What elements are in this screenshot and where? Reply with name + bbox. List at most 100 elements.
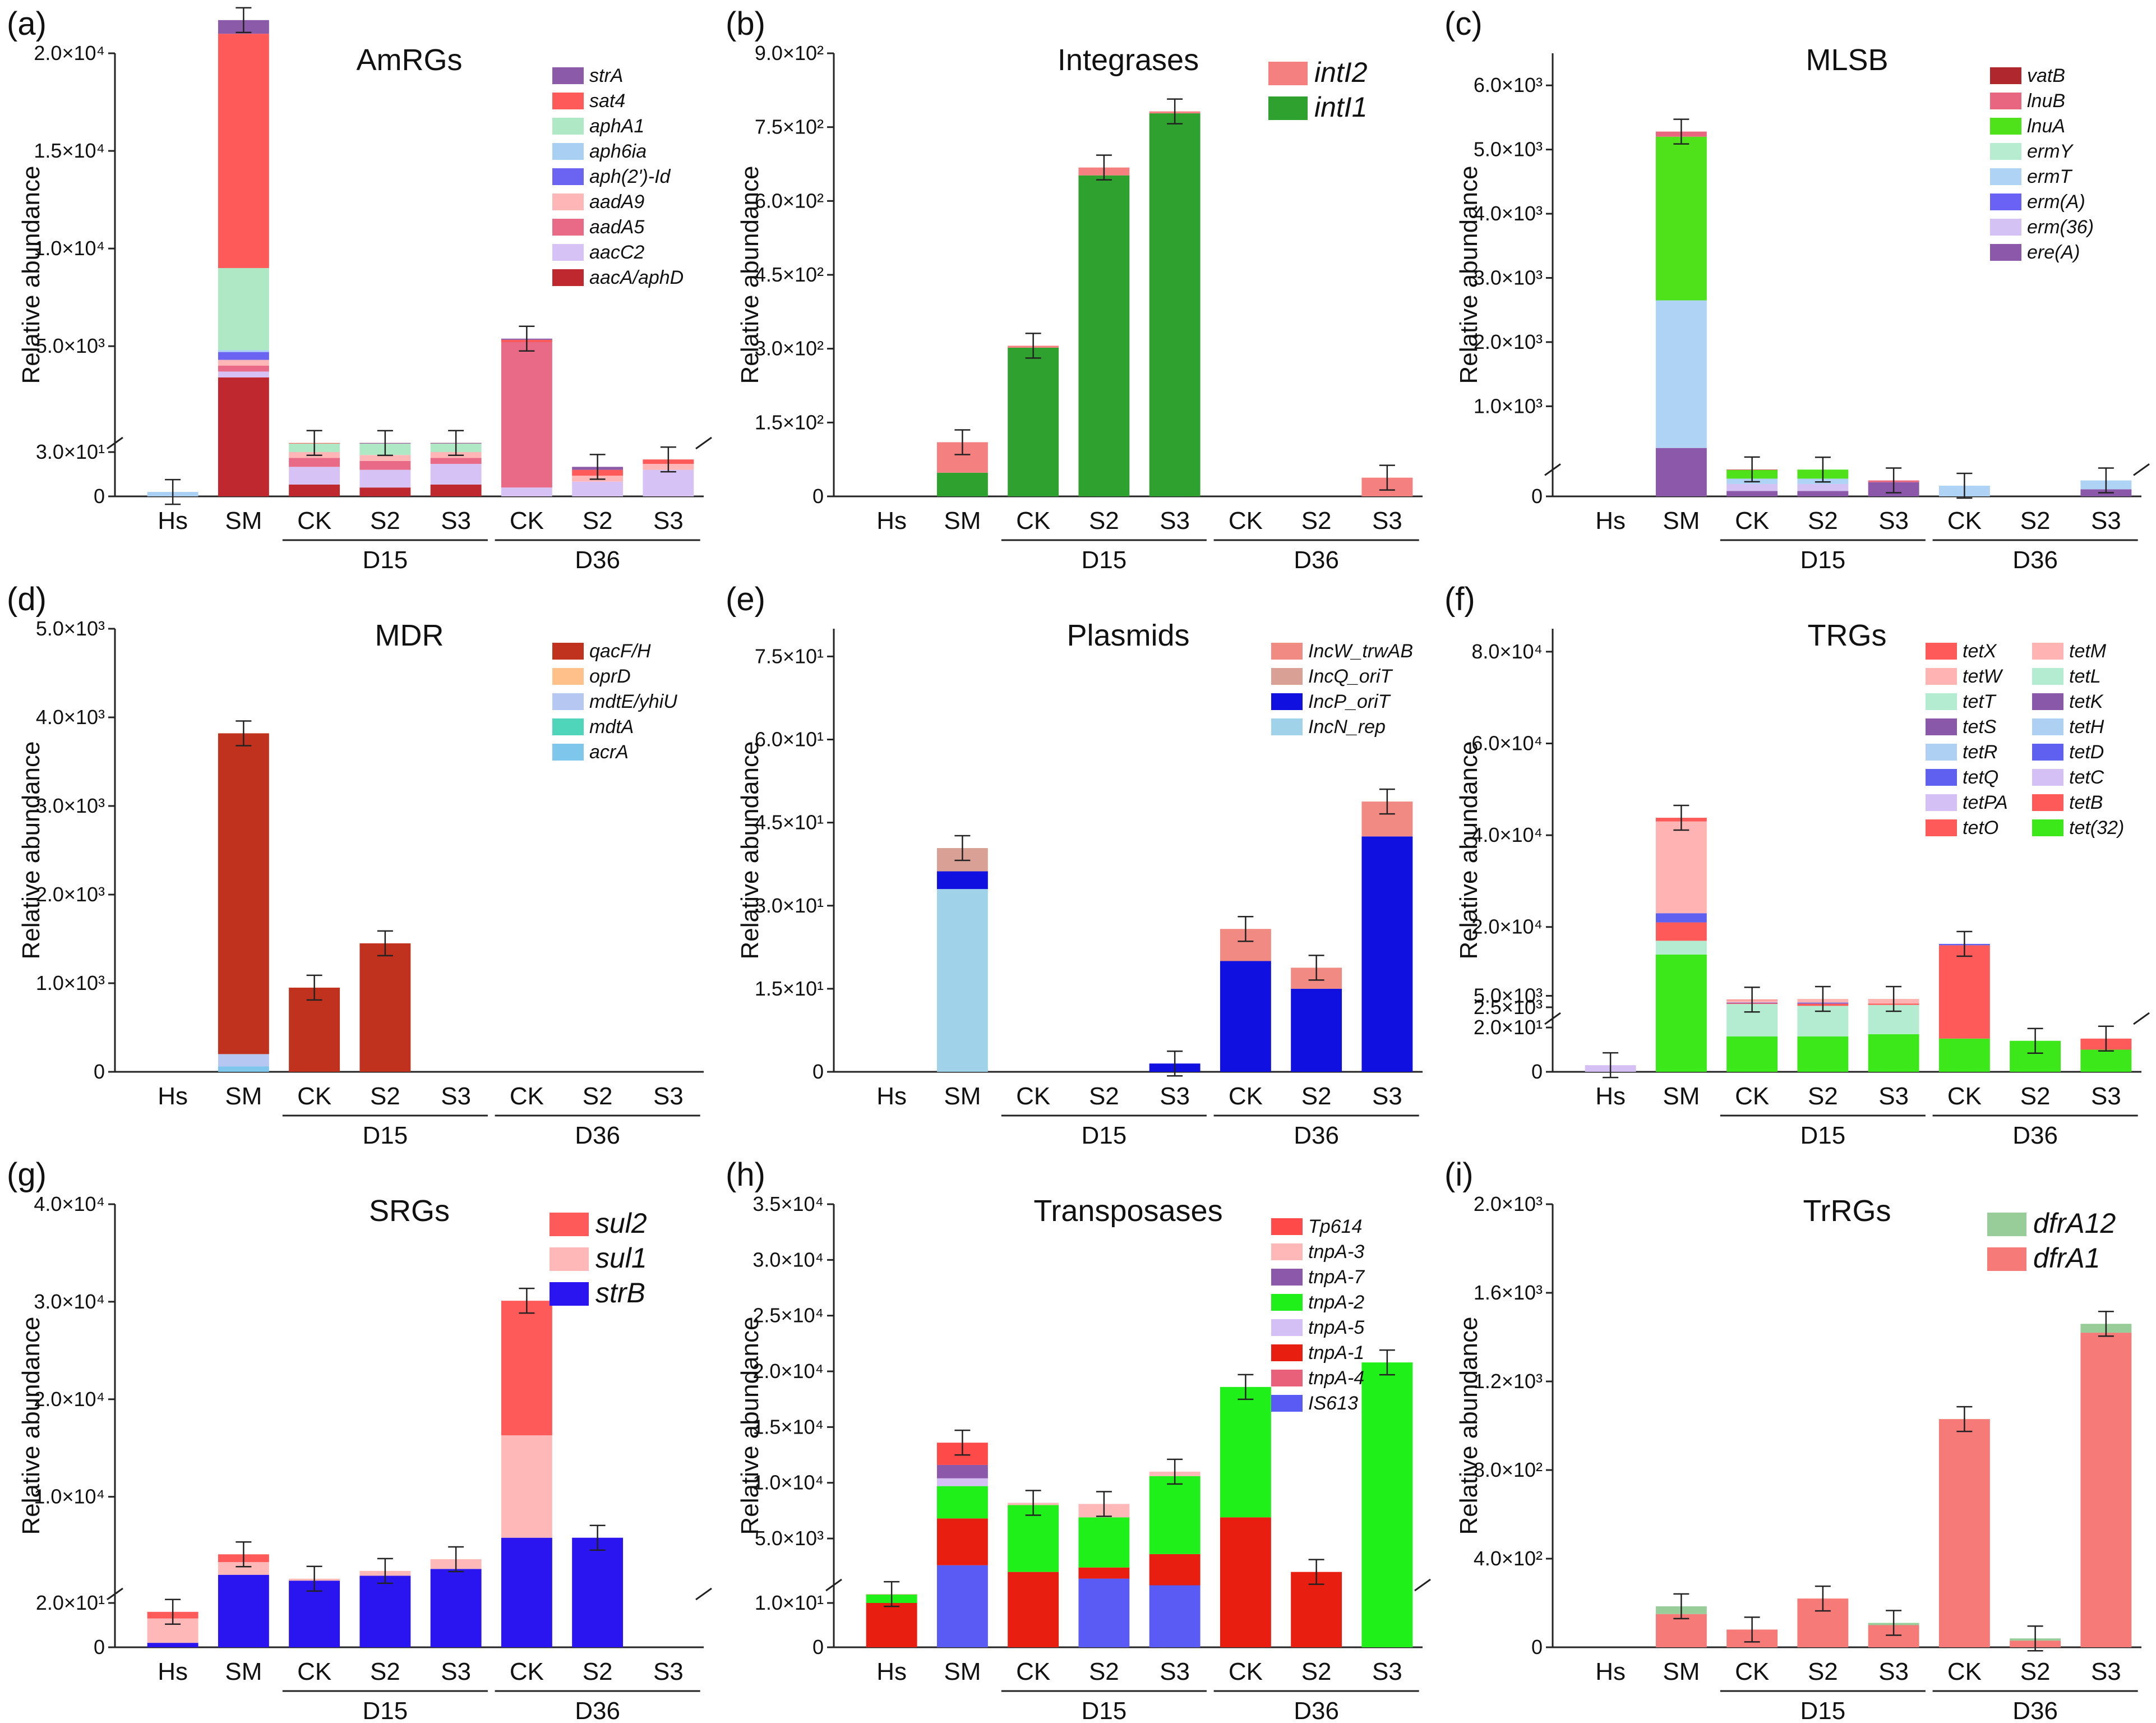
legend-label: tnpA-7 (1308, 1266, 1365, 1288)
bar-strb (572, 1537, 624, 1647)
y-tick-label: 4.0×10³ (1474, 202, 1543, 225)
bar-dfra1 (1938, 1419, 1990, 1647)
bar-strb (289, 1581, 340, 1647)
x-tick-label: CK (1016, 1082, 1050, 1110)
bar-ere-a- (1797, 491, 1849, 496)
legend-swatch (1926, 693, 1957, 710)
x-tick-label: Hs (876, 1658, 907, 1685)
bar-ermt (1655, 300, 1707, 448)
legend-label: IncP_oriT (1308, 691, 1391, 712)
chart-title: SRGs (369, 1194, 450, 1228)
legend-swatch (1271, 718, 1303, 735)
x-tick-label: Hs (1595, 507, 1626, 535)
bar-tnpa-2 (1220, 1386, 1271, 1518)
x-tick-label: S3 (2091, 1082, 2121, 1110)
bar-sat4 (218, 34, 269, 268)
x-tick-label: CK (297, 507, 331, 535)
legend-swatch (550, 1247, 589, 1271)
legend-swatch (1926, 744, 1957, 761)
y-tick-label: 0 (812, 485, 824, 508)
group-label: D36 (575, 1697, 620, 1723)
x-tick-label: S3 (1878, 1082, 1909, 1110)
x-tick-label: S3 (1160, 1658, 1190, 1685)
legend-swatch (1268, 62, 1308, 85)
y-tick-label: 2.0×10¹ (1474, 1016, 1543, 1039)
bar-aacc2 (289, 467, 340, 485)
legend-swatch (2032, 643, 2063, 660)
group-label: D15 (1082, 546, 1127, 574)
x-tick-label: Hs (876, 507, 907, 535)
x-tick-label: CK (510, 1658, 544, 1685)
bar-dfra1 (1655, 1614, 1707, 1647)
legend-swatch (1990, 219, 2021, 236)
x-tick-label: CK (1735, 1082, 1769, 1110)
y-tick-label: 6.0×10³ (1474, 73, 1543, 96)
legend-swatch (552, 693, 584, 710)
legend-swatch (1990, 244, 2021, 261)
legend-label: IncW_trwAB (1308, 641, 1413, 662)
y-tick-label: 2.5×10³ (1474, 996, 1543, 1019)
x-tick-label: S3 (1160, 507, 1190, 535)
legend-swatch (1271, 1319, 1303, 1336)
x-tick-label: S2 (583, 1658, 613, 1685)
bar-aacc2 (572, 481, 624, 496)
panel-label: (c) (1444, 6, 1483, 42)
x-tick-label: S2 (583, 1082, 613, 1110)
x-tick-label: S2 (370, 1658, 400, 1685)
bar-mdte-yhiu (218, 1054, 269, 1067)
bar-incp-orit (1291, 988, 1342, 1072)
x-tick-label: CK (1947, 507, 1982, 535)
y-tick-label: 3.0×10³ (1474, 266, 1543, 289)
bar-tet-32- (1655, 954, 1707, 1072)
group-label: D36 (1294, 1697, 1339, 1723)
y-tick-label: 8.0×10² (1474, 1458, 1543, 1481)
chart-panel-plasmids: (e) Plasmids 0 1.5×10¹ 3.0×10¹ 4.5×10¹ 6.0×10¹… (726, 581, 1423, 1149)
bar-aaca-aphd (289, 484, 340, 496)
x-tick-label: CK (297, 1082, 331, 1110)
bar-sul1 (501, 1435, 552, 1538)
bar-tetw (1655, 821, 1707, 914)
x-tick-label: S2 (1808, 1658, 1838, 1685)
x-tick-label: S2 (2020, 1658, 2051, 1685)
legend-label: IncN_rep (1308, 716, 1386, 738)
bar-aacc2 (501, 487, 552, 496)
x-tick-label: S3 (1160, 1082, 1190, 1110)
bar-qacf-h (359, 943, 411, 1072)
y-tick-label: 0 (94, 1060, 105, 1083)
group-label: D15 (363, 546, 408, 574)
bar-incp-orit (1220, 961, 1271, 1072)
y-tick-label: 1.5×10² (755, 411, 824, 434)
bar-tnpa-5 (936, 1478, 988, 1486)
bar-tnpa-1 (936, 1518, 988, 1565)
legend-swatch (1271, 643, 1303, 660)
chart-panel-srgs: (g) SRGs 0 2.0×10¹ 1.0×10⁴ 2.0×10⁴ 3.0×10⁴ 4.0×… (7, 1157, 712, 1723)
y-axis-label: Relative abundance (17, 741, 45, 960)
x-tick-label: S2 (370, 507, 400, 535)
legend-swatch (2032, 718, 2063, 735)
x-tick-label: CK (510, 507, 544, 535)
legend-label: sat4 (589, 90, 625, 112)
x-tick-label: SM (1663, 1082, 1700, 1110)
legend-label: tnpA-5 (1308, 1317, 1364, 1338)
chart-title: Transposases (1033, 1194, 1222, 1228)
y-tick-label: 2.0×10⁴ (1471, 915, 1543, 938)
bar-teto (1938, 945, 1990, 1039)
bar-tnpa-2 (936, 1486, 988, 1519)
legend-label: mdtE/yhiU (589, 691, 677, 712)
legend-label: tetD (2069, 741, 2104, 763)
legend-label: tetW (1963, 666, 2003, 687)
bar-inti1 (1078, 175, 1130, 496)
legend-label: tetX (1963, 641, 1997, 662)
bar-sul2 (501, 1301, 552, 1436)
legend-label: tetR (1963, 741, 1997, 763)
legend-label: tetH (2069, 716, 2104, 738)
axis-break-mark (2133, 463, 2150, 476)
panel-label: (i) (1444, 1157, 1474, 1193)
bar-tet-32- (1726, 1036, 1778, 1072)
x-tick-label: S3 (1372, 1082, 1402, 1110)
legend-label: lnuA (2027, 116, 2065, 137)
legend-swatch (552, 118, 584, 135)
group-label: D15 (1800, 1122, 1846, 1149)
y-tick-label: 5.0×10³ (1474, 138, 1543, 161)
legend-swatch (1926, 794, 1957, 811)
